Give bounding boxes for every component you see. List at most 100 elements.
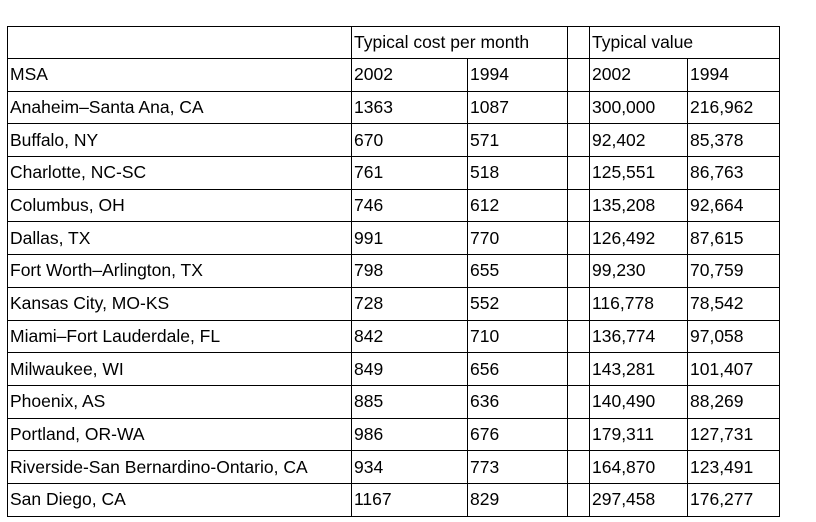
cell-cost-1994: 829 [467, 482, 568, 517]
spacer-cell [567, 450, 590, 484]
table-row: Charlotte, NC-SC 761 518 125,551 86,763 [7, 156, 780, 190]
cell-msa: San Diego, CA [7, 482, 352, 517]
spacer-cell [567, 417, 590, 452]
cell-value-1994: 216,962 [687, 90, 780, 125]
spacer-cell [567, 26, 590, 59]
cell-value-1994: 86,763 [687, 156, 780, 190]
cell-value-2002: 179,311 [589, 417, 688, 452]
table-row: Riverside-San Bernardino-Ontario, CA 934 7… [7, 450, 780, 484]
spacer-cell [567, 90, 590, 125]
cell-cost-2002: 842 [351, 319, 468, 354]
cell-msa: Anaheim–Santa Ana, CA [7, 90, 352, 125]
cell-value-2002: 297,458 [589, 482, 688, 517]
table-row: Milwaukee, WI 849 656 143,281 101,407 [7, 352, 780, 386]
spacer-cell [567, 384, 590, 419]
table-row: Kansas City, MO-KS 728 552 116,778 78,542 [7, 286, 780, 321]
spacer-cell [567, 123, 590, 158]
cell-cost-2002: 934 [351, 450, 468, 484]
column-header-value-2002: 2002 [589, 58, 688, 92]
cell-value-1994: 87,615 [687, 221, 780, 256]
cell-msa: Columbus, OH [7, 188, 352, 223]
cell-cost-1994: 655 [467, 254, 568, 288]
cell-value-1994: 70,759 [687, 254, 780, 288]
spacer-cell [567, 221, 590, 256]
cell-msa: Kansas City, MO-KS [7, 286, 352, 321]
cell-value-2002: 116,778 [589, 286, 688, 321]
cell-cost-1994: 770 [467, 221, 568, 256]
table-row: San Diego, CA 1167 829 297,458 176,277 [7, 482, 780, 517]
column-header-value-1994: 1994 [687, 58, 780, 92]
cell-cost-1994: 552 [467, 286, 568, 321]
table-row: Columbus, OH 746 612 135,208 92,664 [7, 188, 780, 223]
cell-cost-2002: 986 [351, 417, 468, 452]
cell-value-2002: 125,551 [589, 156, 688, 190]
group-header-value: Typical value [589, 26, 780, 59]
cell-cost-2002: 849 [351, 352, 468, 386]
cell-cost-2002: 728 [351, 286, 468, 321]
cell-value-2002: 92,402 [589, 123, 688, 158]
cell-value-1994: 176,277 [687, 482, 780, 517]
cell-cost-2002: 670 [351, 123, 468, 158]
cell-value-2002: 140,490 [589, 384, 688, 419]
cell-cost-2002: 761 [351, 156, 468, 190]
cell-value-2002: 164,870 [589, 450, 688, 484]
cell-value-1994: 88,269 [687, 384, 780, 419]
cell-value-1994: 127,731 [687, 417, 780, 452]
spacer-cell [567, 188, 590, 223]
spacer-cell [567, 156, 590, 190]
cell-value-2002: 135,208 [589, 188, 688, 223]
cell-value-1994: 92,664 [687, 188, 780, 223]
group-header-cost: Typical cost per month [351, 26, 568, 59]
table-row: Anaheim–Santa Ana, CA 1363 1087 300,000 216,… [7, 90, 780, 125]
empty-corner-cell [7, 26, 352, 59]
cell-cost-2002: 1363 [351, 90, 468, 125]
cell-value-2002: 143,281 [589, 352, 688, 386]
table-body: Typical cost per month Typical value MSA… [7, 26, 780, 517]
cell-msa: Riverside-San Bernardino-Ontario, CA [7, 450, 352, 484]
table-row: Miami–Fort Lauderdale, FL 842 710 136,774 97… [7, 319, 780, 354]
spacer-cell [567, 319, 590, 354]
housing-cost-table-container: Typical cost per month Typical value MSA… [7, 26, 780, 517]
cell-msa: Milwaukee, WI [7, 352, 352, 386]
cell-cost-2002: 991 [351, 221, 468, 256]
group-header-row: Typical cost per month Typical value [7, 26, 780, 59]
cell-msa: Buffalo, NY [7, 123, 352, 158]
cell-value-2002: 136,774 [589, 319, 688, 354]
cell-msa: Miami–Fort Lauderdale, FL [7, 319, 352, 354]
cell-msa: Portland, OR-WA [7, 417, 352, 452]
cell-value-1994: 97,058 [687, 319, 780, 354]
cell-cost-1994: 612 [467, 188, 568, 223]
column-header-cost-1994: 1994 [467, 58, 568, 92]
cell-cost-1994: 710 [467, 319, 568, 354]
cell-cost-1994: 676 [467, 417, 568, 452]
cell-value-2002: 300,000 [589, 90, 688, 125]
cell-value-1994: 78,542 [687, 286, 780, 321]
cell-value-2002: 126,492 [589, 221, 688, 256]
cell-value-1994: 101,407 [687, 352, 780, 386]
table-row: Phoenix, AS 885 636 140,490 88,269 [7, 384, 780, 419]
spacer-cell [567, 482, 590, 517]
cell-msa: Charlotte, NC-SC [7, 156, 352, 190]
cell-cost-1994: 656 [467, 352, 568, 386]
cell-cost-1994: 571 [467, 123, 568, 158]
spacer-cell [567, 58, 590, 92]
column-header-cost-2002: 2002 [351, 58, 468, 92]
cell-cost-2002: 798 [351, 254, 468, 288]
table-row: Portland, OR-WA 986 676 179,311 127,731 [7, 417, 780, 452]
cell-value-1994: 123,491 [687, 450, 780, 484]
spacer-cell [567, 254, 590, 288]
spacer-cell [567, 352, 590, 386]
cell-cost-2002: 885 [351, 384, 468, 419]
cell-value-2002: 99,230 [589, 254, 688, 288]
cell-cost-2002: 1167 [351, 482, 468, 517]
cell-cost-1994: 636 [467, 384, 568, 419]
cell-msa: Phoenix, AS [7, 384, 352, 419]
cell-msa: Dallas, TX [7, 221, 352, 256]
column-header-msa: MSA [7, 58, 352, 92]
cell-cost-1994: 773 [467, 450, 568, 484]
column-header-row: MSA 2002 1994 2002 1994 [7, 58, 780, 92]
housing-cost-table: Typical cost per month Typical value MSA… [7, 26, 780, 517]
cell-cost-1994: 1087 [467, 90, 568, 125]
cell-cost-1994: 518 [467, 156, 568, 190]
table-row: Dallas, TX 991 770 126,492 87,615 [7, 221, 780, 256]
